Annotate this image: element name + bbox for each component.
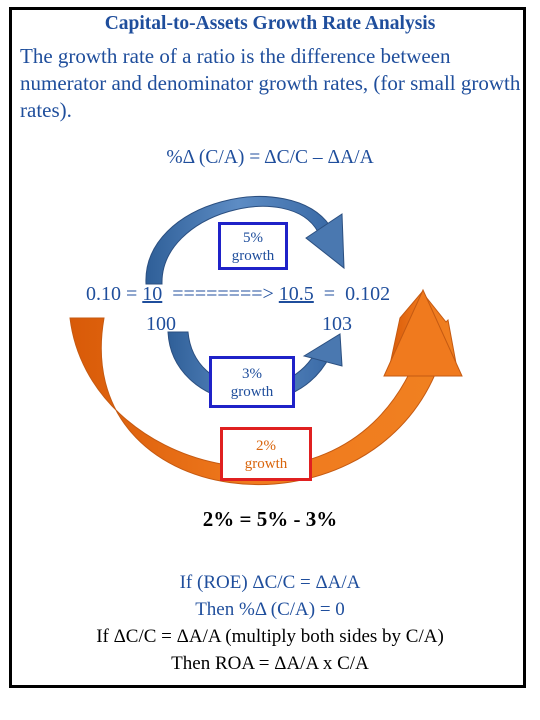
- growth-equation: 2% = 5% - 3%: [202, 507, 338, 531]
- ratio-equals: =: [126, 283, 138, 305]
- numerator-start: 10: [142, 283, 163, 305]
- bottom-growth-label: 2% growth: [220, 427, 312, 481]
- orange-growth-arrow: [69, 288, 463, 486]
- ratio-left-value: 0.10: [86, 283, 121, 305]
- ratio-arrow: ========>: [172, 283, 274, 305]
- result-equals: =: [323, 283, 336, 305]
- blue-top-arrow: [145, 196, 345, 285]
- note-line-2: Then %Δ (C/A) = 0: [195, 599, 345, 620]
- note-line-4: Then ROA = ΔA/A x C/A: [171, 653, 369, 674]
- intro-text: The growth rate of a ratio is the differ…: [20, 44, 521, 122]
- middle-growth-word: growth: [230, 384, 274, 400]
- denominator-start: 100: [146, 313, 176, 335]
- top-growth-pct: 5%: [243, 230, 263, 246]
- middle-growth-label: 3% growth: [209, 356, 295, 408]
- ratio-row: 0.10 = 10 ========> 10.5 = 0.102: [86, 283, 390, 306]
- note-line-3: If ΔC/C = ΔA/A (multiply both sides by C…: [96, 626, 444, 647]
- growth-formula: %Δ (C/A) = ΔC/C – ΔA/A: [166, 147, 374, 168]
- middle-growth-pct: 3%: [242, 366, 262, 382]
- top-growth-label: 5% growth: [218, 222, 288, 270]
- numerator-end: 10.5: [278, 283, 314, 305]
- slide-title: Capital-to-Assets Growth Rate Analysis: [104, 13, 436, 34]
- bottom-growth-pct: 2%: [256, 438, 276, 454]
- slide-frame: [9, 7, 526, 688]
- top-growth-word: growth: [231, 248, 275, 264]
- note-line-1: If (ROE) ΔC/C = ΔA/A: [179, 572, 361, 593]
- denominator-end: 103: [322, 313, 352, 335]
- ratio-result: 0.102: [345, 283, 391, 305]
- bottom-growth-word: growth: [244, 456, 288, 472]
